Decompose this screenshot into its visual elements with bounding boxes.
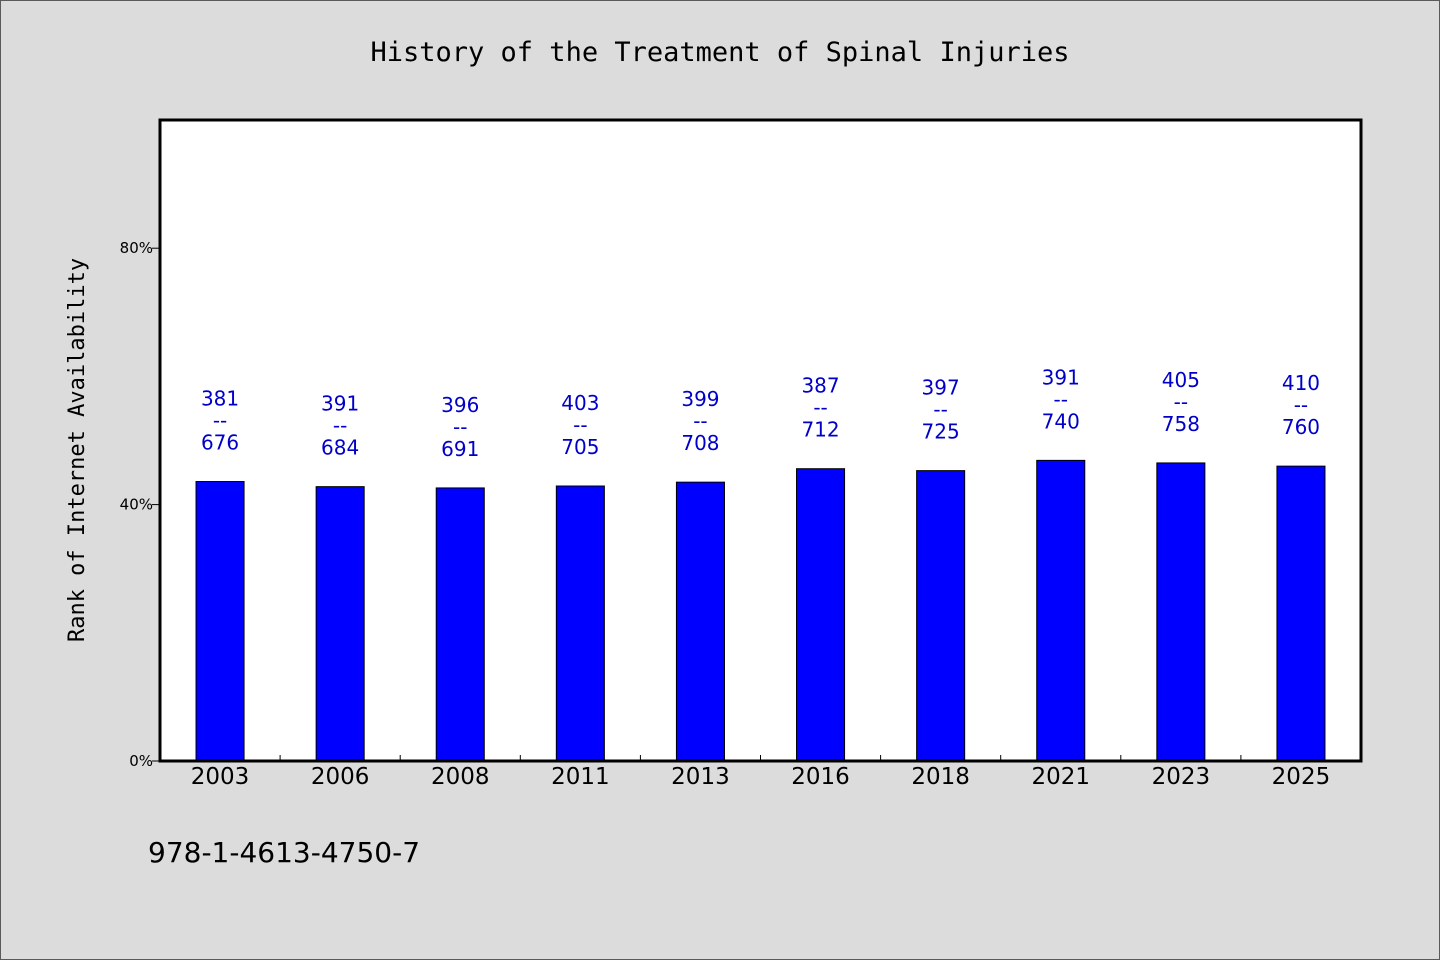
data-label: 396--691 [441,393,479,461]
data-label: 405--758 [1162,368,1200,436]
data-label: 381--676 [201,387,239,455]
x-tick-label: 2011 [551,764,610,790]
x-tick-label: 2006 [311,764,370,790]
bar [675,481,725,762]
data-label: 391--684 [321,392,359,460]
data-label-top: 381 [201,387,239,411]
y-axis: 0% 40% 80% [120,239,160,770]
data-label: 403--705 [561,391,599,459]
data-labels: 381--676391--684396--691403--705399--708… [201,365,1320,461]
data-label-top: 396 [441,393,479,417]
data-label-top: 403 [561,391,599,415]
data-label-bottom: 758 [1162,412,1200,436]
data-label-top: 387 [801,374,839,398]
x-tick-label: 2013 [671,764,730,790]
data-label-sep: -- [333,414,347,438]
data-label-sep: -- [213,409,227,433]
x-tick-label: 2023 [1152,764,1211,790]
data-label: 399--708 [681,387,719,455]
data-label-sep: -- [1174,390,1188,414]
data-label-bottom: 760 [1282,415,1320,439]
plot-border [158,118,1363,763]
data-label-sep: -- [453,415,467,439]
y-tick-label: 40% [120,496,153,514]
data-label-bottom: 676 [201,431,239,455]
bar [555,485,605,762]
x-axis: 2003 2006 2008 2011 2013 2016 2018 2021 2023 2025 [191,755,1330,790]
chart-title: History of the Treatment of Spinal Injur… [371,37,1070,68]
data-label-bottom: 740 [1042,409,1080,433]
data-label-top: 405 [1162,368,1200,392]
y-tick-label: 0% [129,752,153,770]
data-label-bottom: 684 [321,436,359,460]
x-tick-label: 2016 [791,764,850,790]
bar [435,487,485,762]
bar [796,468,846,762]
bar [916,470,966,762]
data-label-top: 399 [681,387,719,411]
x-tick-label: 2018 [911,764,970,790]
data-label-bottom: 708 [681,431,719,455]
data-label-top: 391 [321,392,359,416]
data-label: 397--725 [922,376,960,444]
data-label-bottom: 725 [922,420,960,444]
data-label-sep: -- [933,398,947,422]
data-label-top: 410 [1282,371,1320,395]
data-label: 410--760 [1282,371,1320,439]
bar-series [195,459,1326,762]
data-label-top: 397 [922,376,960,400]
x-tick-label: 2003 [191,764,250,790]
data-label-bottom: 712 [801,418,839,442]
y-axis-label: Rank of Internet Availability [65,258,90,642]
bar [1276,465,1326,762]
data-label: 387--712 [801,374,839,442]
bar [1156,462,1206,762]
data-label-bottom: 691 [441,437,479,461]
x-tick-label: 2021 [1031,764,1090,790]
data-label: 391--740 [1042,365,1080,433]
data-label-sep: -- [693,409,707,433]
data-label-top: 391 [1042,365,1080,389]
x-tick-label: 2025 [1272,764,1331,790]
data-label-bottom: 705 [561,435,599,459]
data-label-sep: -- [1054,387,1068,411]
data-label-sep: -- [1294,393,1308,417]
bar [315,486,365,762]
x-tick-label: 2008 [431,764,490,790]
data-label-sep: -- [573,413,587,437]
y-tick-label: 80% [120,239,153,257]
bar [195,481,245,762]
isbn-footer: 978-1-4613-4750-7 [148,836,421,869]
bar [1036,459,1086,762]
data-label-sep: -- [813,396,827,420]
